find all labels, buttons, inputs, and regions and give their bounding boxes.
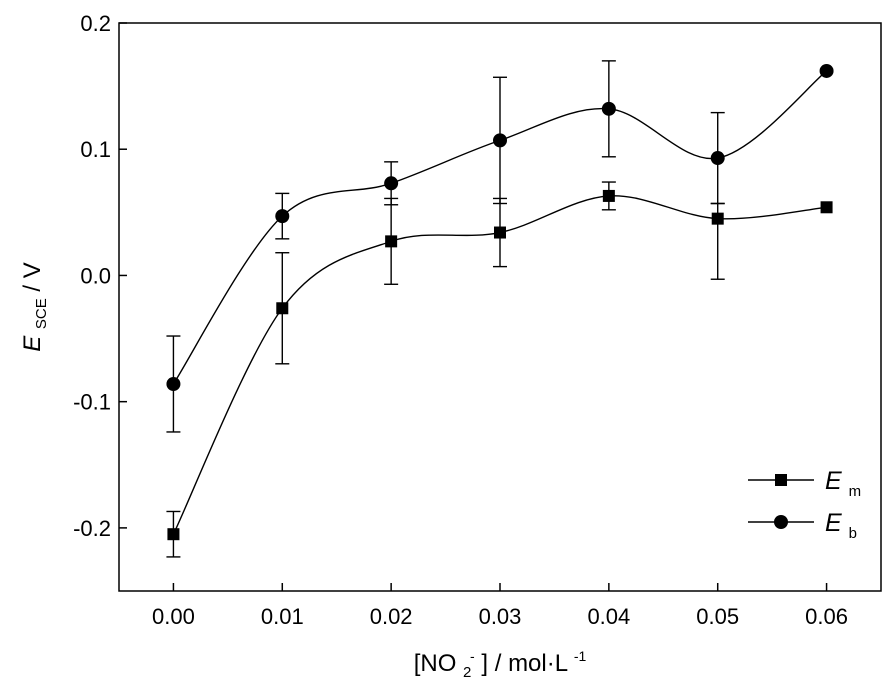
marker-square-2 (385, 235, 398, 248)
legend-label-b-main: E (825, 509, 842, 537)
x-tick-label-5: 0.05 (696, 604, 739, 629)
x-tick-label-0: 0.00 (152, 604, 195, 629)
y-tick-label-2: 0.0 (80, 263, 111, 288)
x-tick-label-3: 0.03 (479, 604, 522, 629)
y-axis-title-subscript: SCE (33, 298, 50, 329)
marker-circle-3 (493, 133, 507, 148)
axis-tick-labels: 0.00 0.01 0.02 0.03 0.04 0.05 0.06 -0.2 -0.1 0.0 0… (73, 11, 848, 629)
data-markers (166, 63, 834, 541)
y-axis-title: E SCE / V (19, 262, 52, 352)
x-tick-label-1: 0.01 (261, 604, 304, 629)
marker-square-1 (276, 302, 289, 315)
legend-label-m-main: E (825, 467, 842, 495)
marker-circle-2 (384, 176, 399, 191)
y-tick-label-3: 0.1 (80, 137, 111, 162)
marker-square-3 (494, 226, 506, 239)
legend-circle-icon (774, 515, 788, 529)
x-axis-title-exponent: -1 (574, 648, 587, 664)
marker-circle-4 (601, 101, 616, 116)
x-axis-title: [NO 2 - ] / mol·L -1 (414, 640, 587, 683)
y-tick-label-1: -0.1 (73, 390, 111, 415)
x-tick-label-4: 0.04 (587, 604, 630, 629)
marker-square-5 (711, 212, 724, 225)
x-axis-title-superscript: - (470, 648, 475, 664)
legend-square-icon (775, 474, 787, 486)
y-axis-title-unit: / V (19, 262, 46, 291)
legend-label-b-subscript: b (849, 525, 857, 542)
marker-square-0 (167, 528, 180, 541)
marker-circle-6 (819, 63, 834, 78)
x-axis-title-mid: ] / mol·L (481, 650, 567, 677)
axis-ticks (119, 22, 828, 591)
x-tick-label-6: 0.06 (805, 604, 848, 629)
marker-square-6 (820, 201, 833, 214)
legend-label-m-subscript: m (849, 483, 862, 500)
marker-circle-5 (710, 151, 725, 166)
legend-label-m: E m (825, 467, 861, 500)
marker-circle-1 (275, 209, 290, 224)
legend-item-m: E m (748, 467, 861, 500)
marker-circle-0 (166, 376, 181, 391)
marker-square-4 (602, 189, 615, 202)
x-axis-title-subscript: 2 (463, 664, 471, 681)
x-axis-title-open: [NO (414, 650, 457, 677)
legend-label-b: E b (825, 509, 857, 542)
y-tick-label-4: 0.2 (80, 11, 111, 36)
legend: E m E b (748, 467, 861, 542)
y-axis-title-main: E (19, 335, 46, 352)
x-tick-label-2: 0.02 (370, 604, 413, 629)
y-tick-label-0: -0.2 (73, 516, 111, 541)
legend-item-b: E b (748, 509, 857, 542)
